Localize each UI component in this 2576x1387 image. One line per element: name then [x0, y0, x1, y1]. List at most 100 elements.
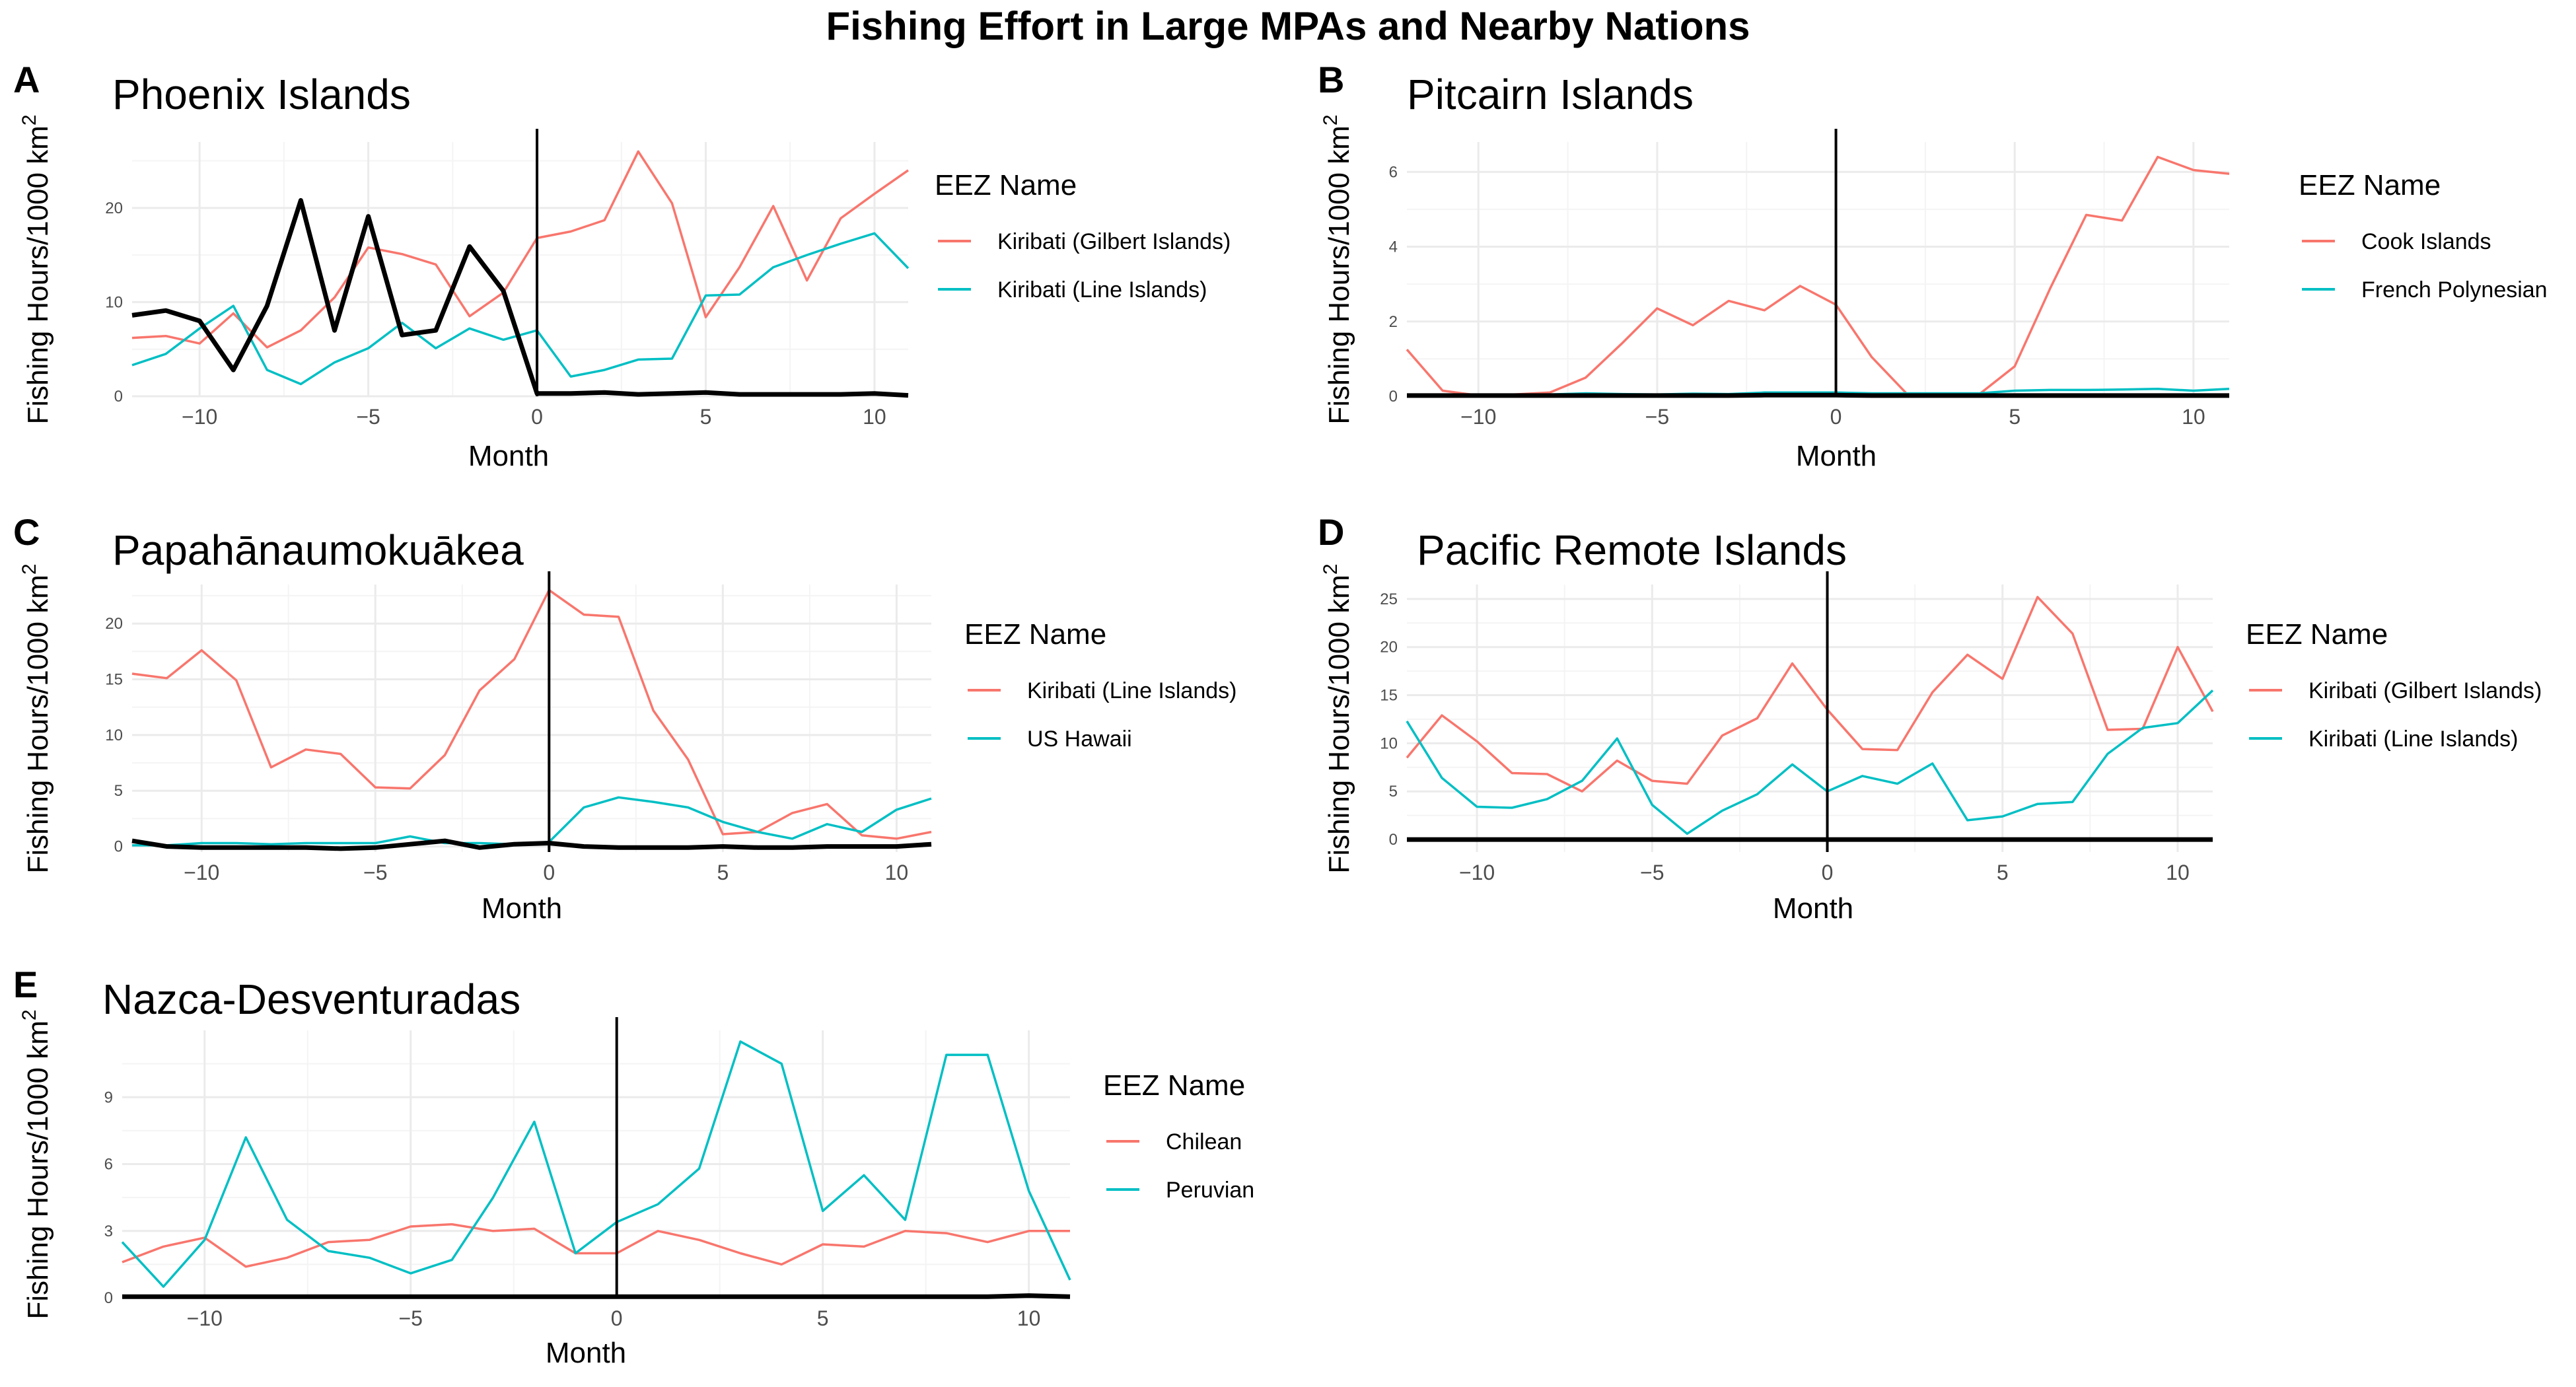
x-tick-label: 0 [1822, 861, 1834, 884]
y-tick-label: 0 [104, 1289, 113, 1307]
y-axis-label-superscript: 2 [18, 563, 40, 575]
series-line-2 [121, 1040, 1071, 1288]
panel-letter: C [13, 511, 40, 553]
y-axis-label-superscript: 2 [1320, 114, 1342, 125]
x-tick-label: −10 [1460, 405, 1496, 429]
x-axis-label: Month [546, 1337, 626, 1369]
x-tick-label: 0 [531, 405, 543, 429]
panel-e: −10 −5 0 5 10 0 3 6 9 E Nazca-Desventuradas Month Fi… [13, 964, 1254, 1369]
legend-label: Kiribati (Gilbert Islands) [2308, 678, 2542, 703]
series-line-mpa [131, 838, 932, 851]
y-axis-label: Fishing Hours/1000 km2 [1320, 563, 1355, 873]
y-tick-label: 10 [105, 727, 123, 744]
panel-a: −10 −5 0 5 10 0 10 20 A Phoenix Islands Month Fishi… [13, 59, 1231, 472]
panel-c: −10 −5 0 5 10 0 5 10 15 20 C Papahānaumokuākea Month… [13, 511, 1236, 925]
panel-title: Pacific Remote Islands [1417, 526, 1847, 574]
y-tick-label: 10 [105, 293, 123, 311]
x-tick-label: −10 [182, 405, 217, 429]
y-tick-label: 0 [1389, 388, 1398, 406]
y-tick-label: 15 [105, 670, 123, 688]
legend-label: Cook Islands [2361, 229, 2491, 254]
panel-title: Papahānaumokuākea [112, 526, 524, 574]
x-tick-label: −5 [398, 1306, 422, 1330]
y-axis-label: Fishing Hours/1000 km2 [18, 114, 54, 424]
y-tick-label: 0 [1389, 831, 1398, 849]
legend-title: EEZ Name [964, 618, 1106, 651]
legend-label: French Polynesian [2361, 277, 2548, 302]
x-axis-label: Month [468, 440, 549, 472]
legend: EEZ Name Cook Islands French Polynesian [2299, 169, 2548, 302]
series-line-1 [1406, 155, 2230, 397]
y-tick-label: 6 [104, 1156, 113, 1174]
series-line-2 [131, 232, 910, 386]
x-tick-label: 0 [1830, 405, 1842, 429]
series-line-2 [132, 796, 932, 847]
legend-label: Kiribati (Gilbert Islands) [997, 229, 1231, 254]
x-tick-label: 0 [543, 861, 555, 884]
x-tick-label: 0 [611, 1306, 623, 1330]
y-axis-label-text: Fishing Hours/1000 km [22, 575, 54, 873]
y-axis-label-superscript: 2 [1320, 563, 1342, 575]
y-axis-label-text: Fishing Hours/1000 km [22, 125, 54, 424]
y-tick-label: 3 [104, 1223, 113, 1240]
series-line-mpa [122, 1293, 1071, 1299]
y-tick-label: 20 [105, 199, 123, 217]
legend-title: EEZ Name [2246, 618, 2388, 651]
y-axis-label-text: Fishing Hours/1000 km [1323, 575, 1355, 873]
x-tick-label: −5 [363, 861, 387, 884]
legend: EEZ Name Kiribati (Gilbert Islands) Kiriba… [2246, 618, 2542, 752]
y-axis-label-superscript: 2 [18, 1009, 40, 1020]
x-tick-label: 5 [717, 861, 729, 884]
x-tick-label: −5 [1640, 861, 1664, 884]
y-tick-label: 20 [105, 615, 123, 633]
x-tick-label: −5 [1645, 405, 1669, 429]
y-tick-label: 20 [1380, 639, 1398, 657]
panel-title: Pitcairn Islands [1407, 71, 1694, 118]
panel-letter: A [13, 59, 40, 100]
series-line-1 [122, 1223, 1070, 1268]
x-axis-label: Month [482, 892, 562, 925]
legend: EEZ Name Kiribati (Gilbert Islands) Kiriba… [935, 169, 1231, 302]
legend-label: Kiribati (Line Islands) [1027, 678, 1236, 703]
y-tick-label: 5 [114, 782, 123, 800]
y-axis-label: Fishing Hours/1000 km2 [18, 1009, 54, 1319]
y-tick-label: 10 [1380, 734, 1398, 752]
x-tick-label: 5 [1997, 861, 2009, 884]
x-tick-label: −10 [184, 861, 219, 884]
legend-label: Kiribati (Line Islands) [997, 277, 1207, 302]
legend-label: US Hawaii [1027, 727, 1132, 752]
panel-b: −10 −5 0 5 10 0 2 4 6 B Pitcairn Islands Month Fishi… [1318, 59, 2548, 472]
legend-title: EEZ Name [935, 169, 1077, 201]
series-line-1 [131, 150, 910, 349]
legend-label: Chilean [1166, 1129, 1242, 1155]
y-tick-label: 5 [1389, 783, 1398, 800]
x-tick-label: 10 [2182, 405, 2205, 429]
legend-label: Peruvian [1166, 1178, 1254, 1203]
y-tick-label: 25 [1380, 590, 1398, 608]
x-tick-label: 5 [817, 1306, 829, 1330]
legend-label: Kiribati (Line Islands) [2308, 727, 2518, 752]
panel-letter: D [1318, 511, 1344, 553]
series-line-1 [131, 588, 932, 840]
panel-title: Nazca-Desventuradas [102, 976, 520, 1023]
y-tick-label: 0 [114, 838, 123, 856]
legend: EEZ Name Kiribati (Line Islands) US Hawaii [964, 618, 1236, 752]
x-tick-label: 10 [885, 861, 909, 884]
x-tick-label: −10 [187, 1306, 223, 1330]
y-tick-label: 15 [1380, 687, 1398, 705]
legend-title: EEZ Name [2299, 169, 2441, 201]
series-line-mpa [1407, 392, 2229, 398]
x-tick-label: 10 [863, 405, 886, 429]
panel-d: −10 −5 0 5 10 0 5 10 15 20 25 D Pacific Remote Islan… [1318, 511, 2542, 925]
x-tick-label: −5 [356, 405, 380, 429]
y-axis-label-text: Fishing Hours/1000 km [22, 1020, 54, 1319]
panel-letter: B [1318, 59, 1344, 100]
y-tick-label: 6 [1389, 163, 1398, 181]
x-tick-label: 5 [700, 405, 712, 429]
y-tick-label: 0 [114, 388, 123, 406]
panel-title: Phoenix Islands [112, 71, 411, 118]
series-line-2 [1406, 690, 2214, 836]
figure-title: Fishing Effort in Large MPAs and Nearby … [826, 4, 1750, 48]
y-axis-label-superscript: 2 [18, 114, 40, 125]
